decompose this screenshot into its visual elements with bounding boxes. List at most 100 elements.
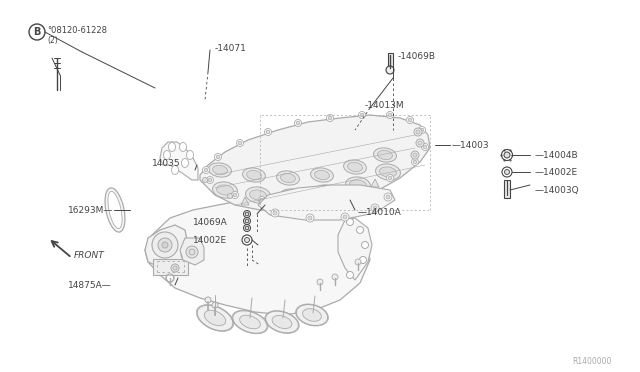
Ellipse shape <box>250 190 266 200</box>
Circle shape <box>291 196 298 203</box>
Text: 14035: 14035 <box>152 158 180 167</box>
Circle shape <box>388 176 392 180</box>
Ellipse shape <box>216 185 234 195</box>
Ellipse shape <box>296 305 328 326</box>
Circle shape <box>306 214 314 222</box>
Circle shape <box>158 238 172 252</box>
Bar <box>153 259 188 275</box>
Text: 14002E: 14002E <box>193 235 227 244</box>
Text: FRONT: FRONT <box>74 250 105 260</box>
Ellipse shape <box>314 185 339 201</box>
Circle shape <box>244 237 250 243</box>
Polygon shape <box>145 225 188 268</box>
Ellipse shape <box>233 311 268 333</box>
Ellipse shape <box>212 166 227 174</box>
Circle shape <box>504 170 509 174</box>
Text: —14002E: —14002E <box>535 167 578 176</box>
Text: 14875A—: 14875A— <box>68 280 112 289</box>
Circle shape <box>502 167 512 177</box>
Circle shape <box>186 246 198 258</box>
Polygon shape <box>160 142 198 180</box>
Circle shape <box>326 115 333 122</box>
Ellipse shape <box>344 160 367 174</box>
Ellipse shape <box>310 168 333 182</box>
Circle shape <box>166 274 174 282</box>
Circle shape <box>387 174 394 182</box>
Circle shape <box>418 141 422 145</box>
Text: (2): (2) <box>47 35 58 45</box>
Circle shape <box>332 274 338 280</box>
Polygon shape <box>306 195 314 203</box>
Circle shape <box>243 224 250 231</box>
Circle shape <box>245 226 249 230</box>
Circle shape <box>328 116 332 120</box>
Circle shape <box>162 242 168 248</box>
Circle shape <box>294 119 301 126</box>
Circle shape <box>408 118 412 122</box>
Circle shape <box>266 130 270 134</box>
Ellipse shape <box>212 182 237 198</box>
Circle shape <box>423 145 427 149</box>
Circle shape <box>293 198 297 202</box>
Circle shape <box>416 130 420 134</box>
Text: 16293M—: 16293M— <box>68 205 113 215</box>
Circle shape <box>29 24 45 40</box>
Ellipse shape <box>172 166 179 174</box>
Circle shape <box>387 112 394 119</box>
Ellipse shape <box>204 310 226 326</box>
Ellipse shape <box>266 311 298 333</box>
Circle shape <box>358 189 362 193</box>
Circle shape <box>341 213 349 221</box>
Circle shape <box>411 151 419 159</box>
Circle shape <box>358 188 362 192</box>
Circle shape <box>227 193 232 199</box>
Ellipse shape <box>197 305 233 331</box>
Ellipse shape <box>186 151 193 160</box>
Circle shape <box>232 192 239 199</box>
Circle shape <box>346 218 353 225</box>
Ellipse shape <box>374 148 396 162</box>
Circle shape <box>422 144 429 151</box>
Circle shape <box>171 264 179 272</box>
Circle shape <box>324 193 332 201</box>
Circle shape <box>292 199 298 203</box>
Circle shape <box>420 128 424 132</box>
Circle shape <box>419 126 426 134</box>
Ellipse shape <box>168 142 175 151</box>
Circle shape <box>264 128 271 135</box>
Circle shape <box>346 272 353 279</box>
Polygon shape <box>371 179 379 187</box>
Circle shape <box>355 259 361 265</box>
Circle shape <box>296 121 300 125</box>
Ellipse shape <box>314 170 330 180</box>
Circle shape <box>308 216 312 220</box>
Circle shape <box>212 302 218 308</box>
Text: 14069A: 14069A <box>193 218 228 227</box>
Circle shape <box>202 167 209 173</box>
Circle shape <box>360 113 364 117</box>
Ellipse shape <box>317 188 335 198</box>
Circle shape <box>181 251 189 259</box>
Circle shape <box>189 249 195 255</box>
Ellipse shape <box>246 170 262 180</box>
Text: R1400000: R1400000 <box>572 357 611 366</box>
Circle shape <box>242 235 252 245</box>
Circle shape <box>373 206 377 210</box>
Ellipse shape <box>280 189 305 205</box>
Circle shape <box>260 198 264 202</box>
Circle shape <box>245 212 249 216</box>
Ellipse shape <box>246 187 271 203</box>
Ellipse shape <box>276 171 300 185</box>
Ellipse shape <box>239 315 260 329</box>
Circle shape <box>413 153 417 157</box>
Circle shape <box>243 218 250 224</box>
Circle shape <box>205 297 211 303</box>
Bar <box>504 180 510 198</box>
Ellipse shape <box>272 315 292 328</box>
Bar <box>388 53 393 68</box>
Text: -14069B: -14069B <box>398 51 436 61</box>
Polygon shape <box>258 185 395 220</box>
Ellipse shape <box>303 309 321 321</box>
Ellipse shape <box>108 191 122 229</box>
Circle shape <box>259 196 266 203</box>
